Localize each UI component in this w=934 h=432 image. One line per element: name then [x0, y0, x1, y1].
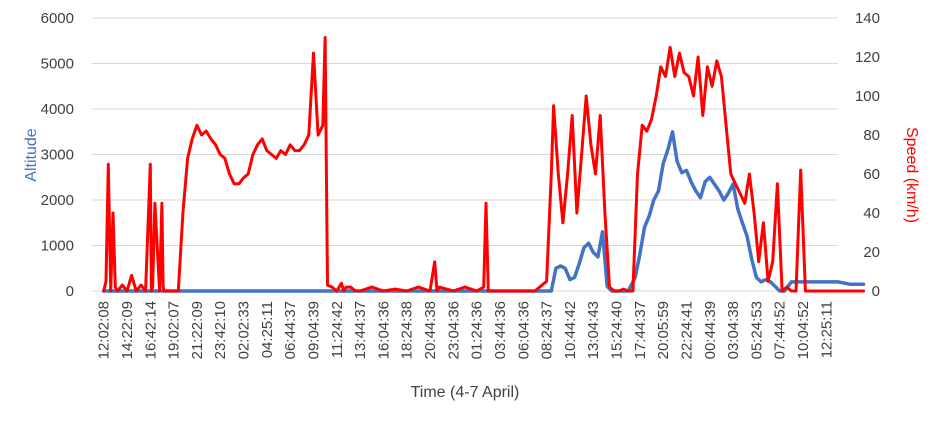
left-tick-label: 1000	[41, 238, 74, 255]
right-tick-label: 60	[863, 166, 880, 183]
x-axis-ticks: 12:02:08 14:22:09 16:42:14 19:02:07 21:22:09…	[96, 301, 836, 359]
left-tick-label: 4000	[41, 101, 74, 118]
x-tick-label: 21:22:09	[189, 301, 206, 359]
x-tick-label: 02:02:33	[236, 301, 253, 359]
left-axis-title: Altitude	[23, 128, 40, 181]
right-tick-label: 20	[863, 244, 880, 261]
left-tick-label: 2000	[41, 192, 74, 209]
right-tick-label: 140	[855, 10, 880, 27]
left-tick-label: 3000	[41, 147, 74, 164]
x-tick-label: 20:44:38	[422, 301, 439, 359]
x-tick-label: 07:44:52	[772, 301, 789, 359]
altitude-series-line	[101, 130, 866, 293]
right-tick-label: 120	[855, 49, 880, 66]
right-tick-label: 0	[872, 283, 880, 300]
x-tick-label: 22:24:41	[678, 301, 695, 359]
x-tick-label: 05:24:53	[748, 301, 765, 359]
grid-lines	[92, 17, 838, 292]
x-tick-label: 03:44:36	[492, 301, 509, 359]
x-tick-label: 17:44:37	[632, 301, 649, 359]
x-tick-label: 13:04:43	[585, 301, 602, 359]
x-tick-label: 20:05:59	[655, 301, 672, 359]
x-tick-label: 19:02:07	[166, 301, 183, 359]
x-axis-title: Time (4-7 April)	[411, 384, 520, 401]
x-tick-label: 15:24:40	[609, 301, 626, 359]
right-tick-label: 80	[863, 127, 880, 144]
x-tick-label: 16:04:36	[375, 301, 392, 359]
x-tick-label: 10:44:42	[562, 301, 579, 359]
x-tick-label: 06:04:36	[515, 301, 532, 359]
x-tick-label: 03:04:38	[725, 301, 742, 359]
x-tick-label: 13:44:37	[352, 301, 369, 359]
right-tick-label: 40	[863, 205, 880, 222]
x-tick-label: 00:44:39	[702, 301, 719, 359]
left-tick-label: 5000	[41, 56, 74, 73]
series-lines	[101, 36, 866, 293]
left-tick-label: 0	[66, 283, 74, 300]
x-tick-label: 12:25:11	[818, 301, 835, 358]
right-axis-ticks: 0 20 40 60 80 100 120 140	[855, 10, 880, 300]
right-axis-title: Speed (km/h)	[903, 127, 920, 223]
x-tick-label: 11:24:42	[329, 301, 346, 358]
x-tick-label: 12:02:08	[96, 301, 113, 359]
x-tick-label: 08:24:37	[539, 301, 556, 359]
x-tick-label: 01:24:36	[469, 301, 486, 359]
x-tick-label: 10:04:52	[795, 301, 812, 359]
x-tick-label: 14:22:09	[119, 301, 136, 359]
x-tick-label: 04:25:11	[259, 301, 276, 358]
left-tick-label: 6000	[41, 10, 74, 27]
x-tick-label: 06:44:37	[282, 301, 299, 359]
x-tick-label: 23:42:10	[212, 301, 229, 359]
x-tick-label: 09:04:39	[305, 301, 322, 359]
left-axis-ticks: 0 1000 2000 3000 4000 5000 6000	[41, 10, 74, 300]
x-tick-label: 18:24:38	[399, 301, 416, 359]
speed-series-line	[102, 36, 866, 293]
x-tick-label: 23:04:36	[445, 301, 462, 359]
x-tick-label: 16:42:14	[142, 301, 159, 359]
right-tick-label: 100	[855, 88, 880, 105]
